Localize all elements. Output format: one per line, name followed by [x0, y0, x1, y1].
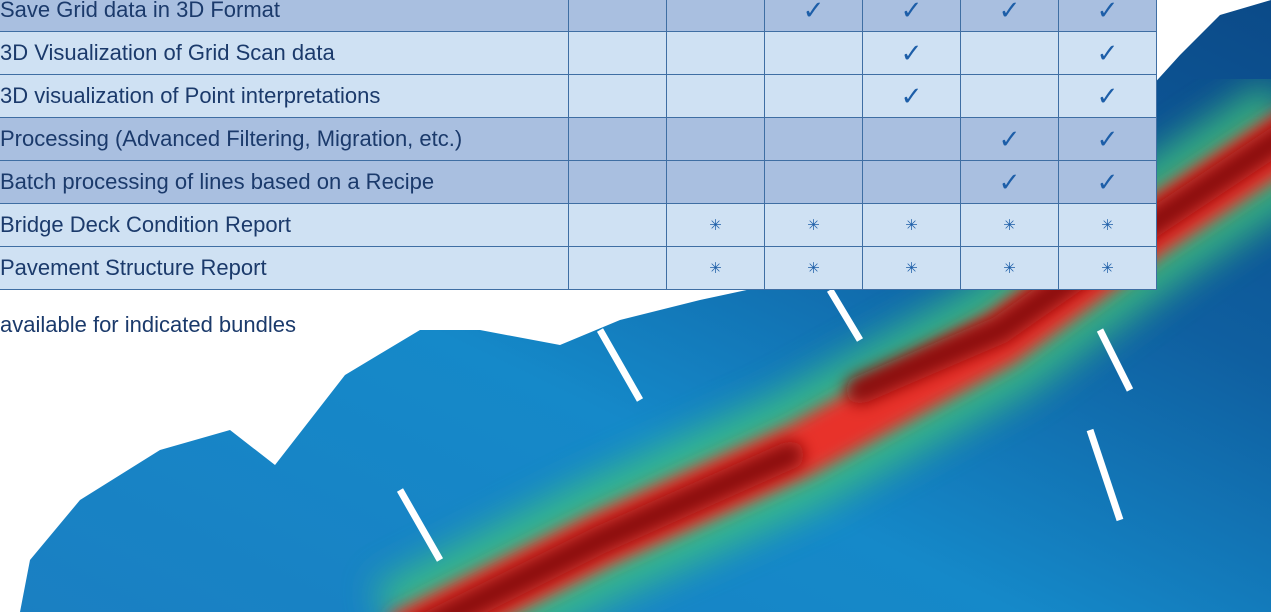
bundle-cell: ✓ [862, 31, 961, 75]
bundle-cell: ✳ [764, 203, 863, 247]
bundle-cell: ✓ [1058, 31, 1157, 75]
bundle-cell: ✳ [1058, 203, 1157, 247]
table-row: Processing (Advanced Filtering, Migratio… [0, 117, 1157, 161]
feature-label: Batch processing of lines based on a Rec… [0, 160, 569, 204]
feature-label: 3D Visualization of Grid Scan data [0, 31, 569, 75]
bundle-cell: ✳ [764, 246, 863, 290]
bundle-cell [764, 31, 863, 75]
bundle-cell: ✓ [862, 74, 961, 118]
bundle-cell [960, 31, 1059, 75]
bundle-cell: ✳ [960, 246, 1059, 290]
bundle-cell [568, 246, 667, 290]
feature-table: Save Grid data in 3D Format ✓ ✓ ✓ ✓ 3D Visual… [0, 0, 1157, 290]
bundle-cell [666, 0, 765, 32]
bundle-cell [568, 74, 667, 118]
bundle-cell [568, 203, 667, 247]
bundle-cell: ✳ [862, 203, 961, 247]
bundle-cell: ✓ [862, 0, 961, 32]
bundle-cell [666, 160, 765, 204]
bundle-cell: ✳ [666, 246, 765, 290]
bundle-cell: ✓ [1058, 0, 1157, 32]
bundle-cell [568, 31, 667, 75]
table-row: Pavement Structure Report ✳ ✳ ✳ ✳ ✳ [0, 246, 1157, 290]
bundle-cell: ✓ [1058, 160, 1157, 204]
bundle-cell [568, 0, 667, 32]
feature-label: Bridge Deck Condition Report [0, 203, 569, 247]
bundle-cell [764, 74, 863, 118]
bundle-cell [666, 74, 765, 118]
footnote: available for indicated bundles [0, 312, 296, 337]
table-row: 3D Visualization of Grid Scan data ✓ ✓ [0, 31, 1157, 75]
bundle-cell [862, 117, 961, 161]
bundle-cell: ✳ [666, 203, 765, 247]
table-row: Batch processing of lines based on a Rec… [0, 160, 1157, 204]
bundle-cell [666, 117, 765, 161]
bundle-cell: ✓ [1058, 117, 1157, 161]
bundle-cell: ✓ [960, 117, 1059, 161]
bundle-cell: ✓ [1058, 74, 1157, 118]
bundle-cell [764, 160, 863, 204]
bundle-cell [568, 117, 667, 161]
feature-label: 3D visualization of Point interpretation… [0, 74, 569, 118]
table-row: 3D visualization of Point interpretation… [0, 74, 1157, 118]
bundle-cell [960, 74, 1059, 118]
feature-label: Pavement Structure Report [0, 246, 569, 290]
feature-label: Processing (Advanced Filtering, Migratio… [0, 117, 569, 161]
table-row: Save Grid data in 3D Format ✓ ✓ ✓ ✓ [0, 0, 1157, 32]
bundle-cell: ✳ [960, 203, 1059, 247]
bundle-cell [764, 117, 863, 161]
table-row: Bridge Deck Condition Report ✳ ✳ ✳ ✳ ✳ [0, 203, 1157, 247]
bundle-cell: ✓ [960, 0, 1059, 32]
bundle-cell: ✳ [1058, 246, 1157, 290]
bundle-cell [568, 160, 667, 204]
bundle-cell [862, 160, 961, 204]
bundle-cell: ✓ [960, 160, 1059, 204]
bundle-cell: ✓ [764, 0, 863, 32]
bundle-cell: ✳ [862, 246, 961, 290]
bundle-cell [666, 31, 765, 75]
feature-label: Save Grid data in 3D Format [0, 0, 569, 32]
